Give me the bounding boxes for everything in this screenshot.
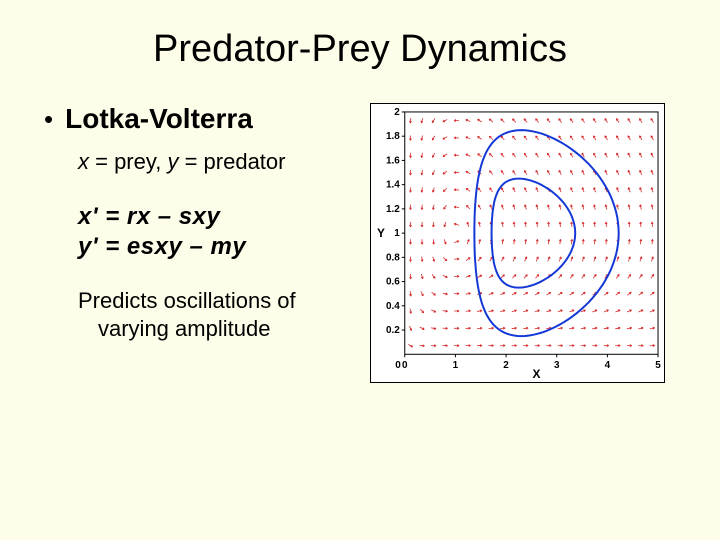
chart-svg: 0.2 0.4 0.6 0.8 1 1.2 1.4 1.6 1.8 2 0 1 2 3 4 5 0 X Y: [371, 104, 664, 382]
svg-text:5: 5: [655, 360, 661, 371]
text-column: • Lotka-Volterra x = prey, y = predator …: [40, 103, 360, 383]
equation-2: y' = esxy – my: [78, 233, 360, 261]
y-var: y: [167, 149, 178, 174]
prediction-note: Predicts oscillations of varying amplitu…: [78, 287, 348, 342]
def-text-1: = prey,: [89, 149, 167, 174]
svg-text:X: X: [532, 367, 540, 381]
svg-text:0.6: 0.6: [386, 277, 400, 288]
bullet-glyph: •: [44, 106, 53, 132]
note-line-2: varying amplitude: [78, 315, 348, 343]
svg-text:1: 1: [453, 360, 459, 371]
note-line-1: Predicts oscillations of: [78, 288, 296, 313]
x-var: x: [78, 149, 89, 174]
svg-text:0.8: 0.8: [386, 252, 400, 263]
equation-1: x' = rx – sxy: [78, 203, 360, 231]
svg-text:Y: Y: [377, 226, 385, 240]
svg-text:2: 2: [394, 107, 400, 118]
svg-text:0.2: 0.2: [386, 325, 400, 336]
svg-text:1.6: 1.6: [386, 155, 400, 166]
svg-text:1.8: 1.8: [386, 131, 400, 142]
bullet-heading: Lotka-Volterra: [65, 103, 253, 135]
variable-definitions: x = prey, y = predator: [78, 149, 360, 175]
phase-portrait-chart: 0.2 0.4 0.6 0.8 1 1.2 1.4 1.6 1.8 2 0 1 2 3 4 5 0 X Y: [370, 103, 665, 383]
svg-text:1: 1: [394, 228, 400, 239]
content-row: • Lotka-Volterra x = prey, y = predator …: [40, 103, 680, 383]
svg-text:1.2: 1.2: [386, 204, 400, 215]
svg-text:0: 0: [402, 360, 408, 371]
svg-text:0.4: 0.4: [386, 301, 400, 312]
page-title: Predator-Prey Dynamics: [40, 28, 680, 71]
bullet-item: • Lotka-Volterra: [44, 103, 360, 135]
chart-column: 0.2 0.4 0.6 0.8 1 1.2 1.4 1.6 1.8 2 0 1 2 3 4 5 0 X Y: [370, 103, 670, 383]
def-text-2: = predator: [178, 149, 285, 174]
svg-text:2: 2: [503, 360, 509, 371]
svg-text:4: 4: [605, 360, 611, 371]
equation-block: x' = rx – sxy y' = esxy – my: [44, 203, 360, 261]
svg-text:1.4: 1.4: [386, 180, 400, 191]
svg-text:3: 3: [554, 360, 560, 371]
svg-text:0: 0: [395, 360, 401, 371]
